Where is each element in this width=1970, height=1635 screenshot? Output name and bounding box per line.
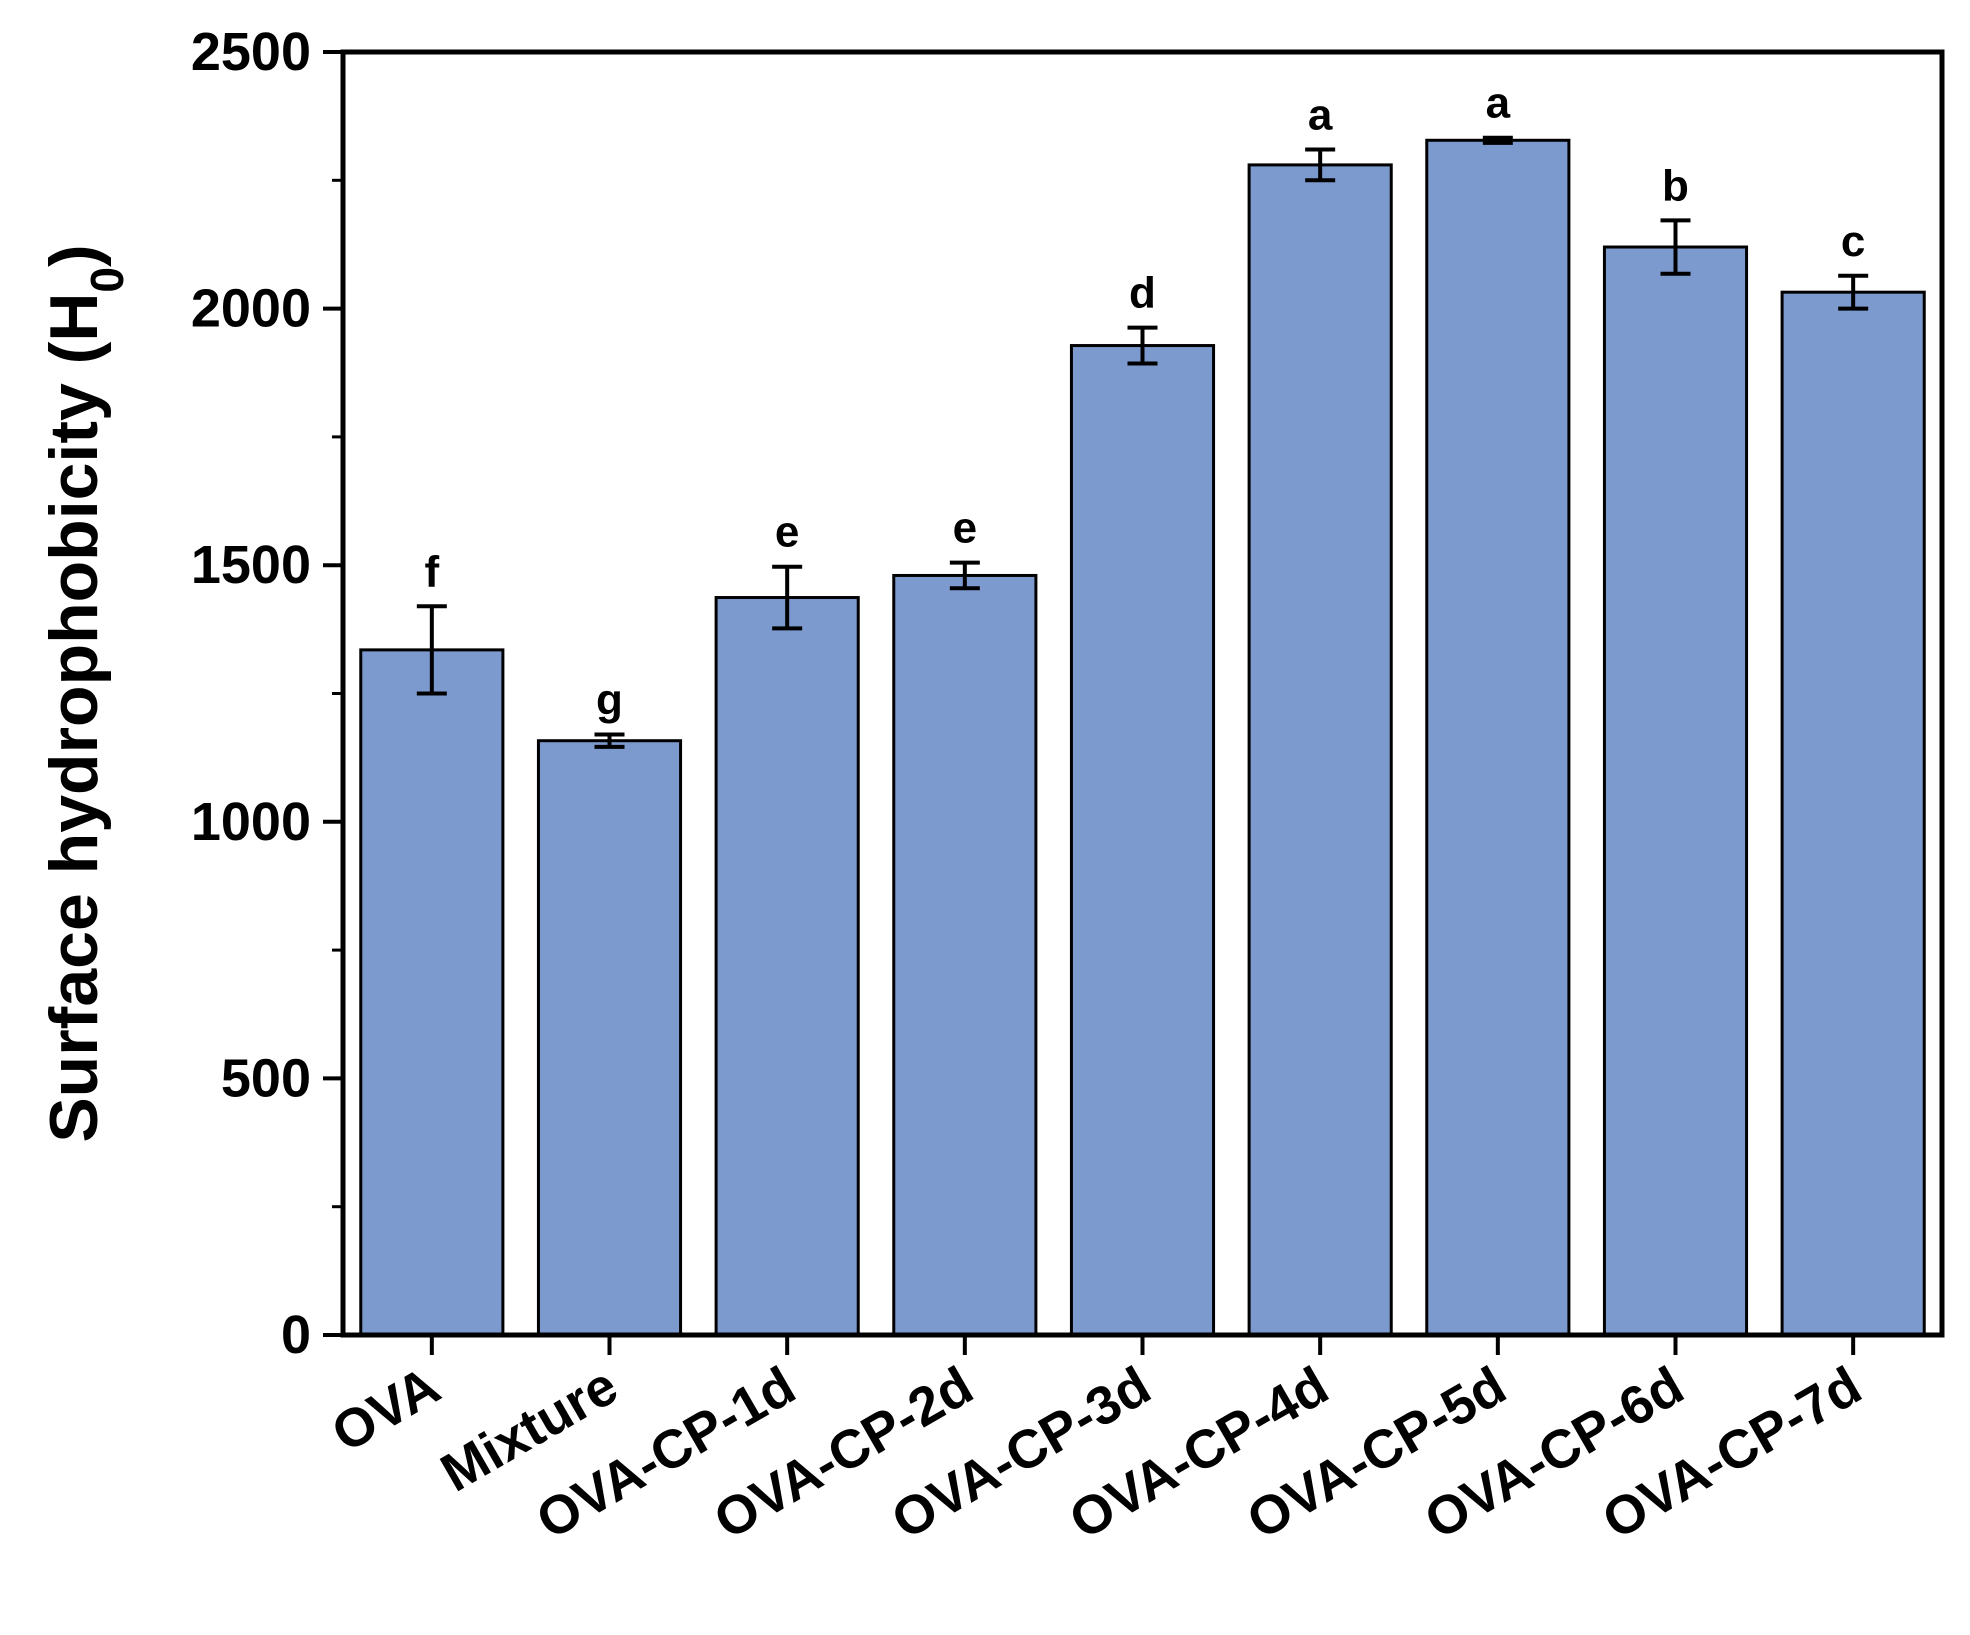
significance-label-OVA-CP-7d: c — [1841, 217, 1865, 266]
y-axis-title-subscript: 0 — [81, 267, 133, 293]
error-bar-OVA-CP-6d — [1660, 218, 1691, 276]
error-bar-OVA-CP-4d — [1305, 147, 1336, 183]
significance-label-OVA-CP-4d: a — [1308, 91, 1333, 140]
error-bar-OVA-CP-2d — [949, 560, 980, 591]
x-axis: OVAMixtureOVA-CP-1dOVA-CP-2dOVA-CP-3dOVA… — [322, 1335, 1871, 1551]
bar-OVA — [359, 648, 505, 1337]
x-tick-label-OVA: OVA — [322, 1355, 450, 1463]
y-axis-title-close: ) — [36, 244, 112, 267]
bar-OVA-CP-5d — [1425, 138, 1571, 1337]
bar-OVA-CP-1d — [714, 596, 860, 1337]
error-bar-OVA-CP-7d — [1838, 273, 1869, 311]
significance-labels-layer: f g e e d a a b c — [425, 79, 1866, 725]
bar-OVA-CP-2d — [892, 573, 1038, 1337]
y-tick-label-1500: 1500 — [191, 535, 311, 595]
bar-OVA-CP-3d — [1069, 344, 1216, 1337]
bar-OVA-CP-4d — [1247, 163, 1393, 1337]
y-tick-label-2000: 2000 — [191, 279, 311, 339]
bar-Mixture — [536, 739, 683, 1337]
error-bar-Mixture — [594, 732, 625, 749]
significance-label-OVA: f — [425, 547, 440, 596]
bars-layer — [359, 138, 1926, 1337]
error-bar-OVA-CP-3d — [1127, 325, 1158, 366]
error-bar-OVA-CP-5d — [1482, 135, 1513, 145]
error-bar-OVA — [416, 604, 447, 696]
y-axis: 0 500 1000 1500 2000 2500 — [191, 22, 343, 1365]
y-tick-label-1000: 1000 — [191, 792, 311, 852]
error-bars-layer — [416, 135, 1869, 749]
y-axis-title-text: Surface hydrophobicity (H — [36, 293, 112, 1143]
significance-label-OVA-CP-2d: e — [953, 504, 977, 553]
bar-OVA-CP-6d — [1602, 245, 1749, 1337]
significance-label-OVA-CP-6d: b — [1662, 161, 1689, 210]
y-axis-title: Surface hydrophobicity (H0) — [36, 244, 133, 1142]
y-tick-label-500: 500 — [221, 1048, 311, 1108]
significance-label-Mixture: g — [596, 676, 623, 725]
y-tick-label-2500: 2500 — [191, 22, 311, 82]
significance-label-OVA-CP-3d: d — [1129, 269, 1156, 318]
significance-label-OVA-CP-1d: e — [775, 508, 799, 557]
bar-OVA-CP-7d — [1780, 290, 1926, 1337]
error-bar-OVA-CP-1d — [772, 564, 803, 631]
y-tick-label-0: 0 — [281, 1305, 311, 1365]
significance-label-OVA-CP-5d: a — [1486, 79, 1511, 128]
